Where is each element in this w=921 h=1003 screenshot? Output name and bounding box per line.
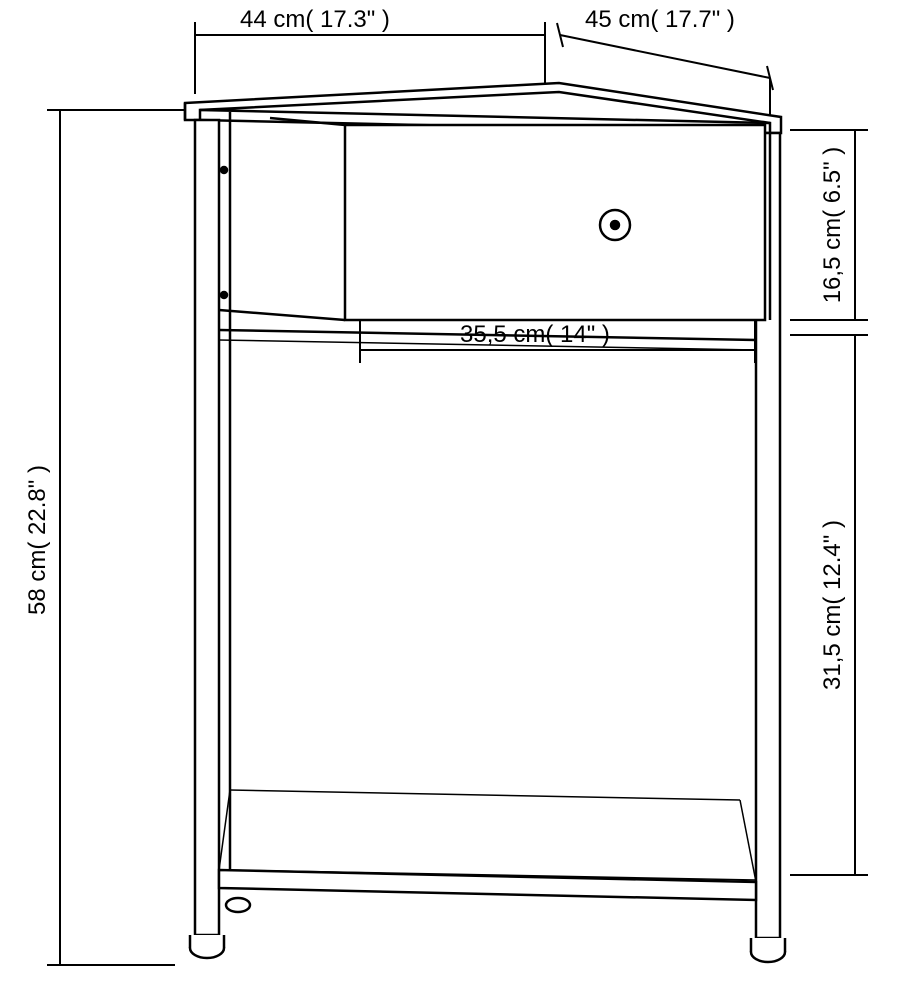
label-depth-top: 45 cm( 17.7" ) bbox=[585, 6, 735, 33]
bedside-table bbox=[185, 83, 785, 962]
label-drawer-h: 16,5 cm( 6.5" ) bbox=[819, 147, 846, 304]
label-height-left: 58 cm( 22.8" ) bbox=[24, 465, 51, 615]
label-drawer-w: 35,5 cm( 14" ) bbox=[460, 321, 610, 348]
label-opening-h: 31,5 cm( 12.4" ) bbox=[819, 520, 846, 690]
dimension-drawing: 44 cm( 17.3" ) 45 cm( 17.7" ) 58 cm( 22.… bbox=[0, 0, 921, 1003]
label-width-top: 44 cm( 17.3" ) bbox=[240, 6, 390, 33]
